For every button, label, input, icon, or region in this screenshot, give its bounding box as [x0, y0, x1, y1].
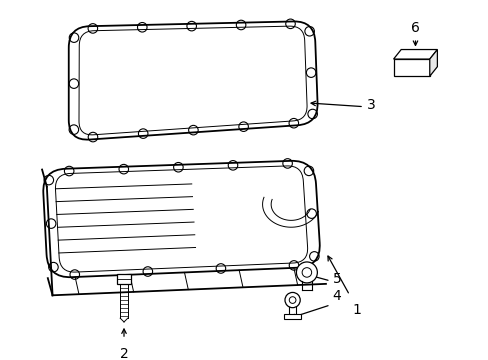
Circle shape — [296, 262, 317, 283]
Text: 3: 3 — [366, 98, 375, 112]
PathPatch shape — [69, 22, 317, 140]
Text: 1: 1 — [352, 303, 361, 317]
Bar — [117, 274, 130, 284]
Polygon shape — [429, 50, 436, 76]
Text: 2: 2 — [120, 347, 128, 360]
Text: 6: 6 — [410, 21, 419, 35]
Text: 5: 5 — [332, 272, 341, 286]
PathPatch shape — [43, 161, 319, 277]
Bar — [284, 314, 301, 319]
Circle shape — [285, 292, 300, 308]
Polygon shape — [393, 50, 436, 59]
Bar — [393, 59, 429, 76]
Text: 4: 4 — [332, 289, 341, 303]
